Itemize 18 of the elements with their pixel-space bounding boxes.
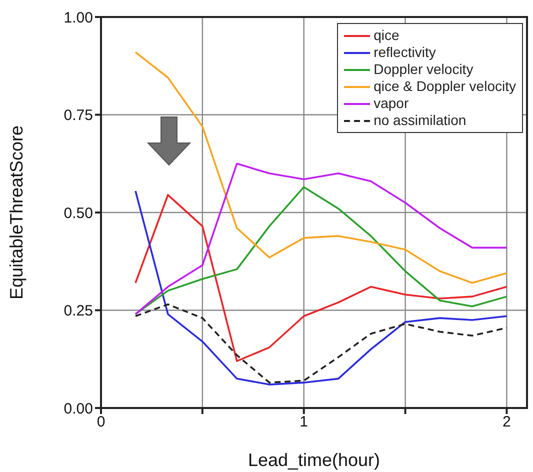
y-tick-label: 0.00 bbox=[64, 400, 93, 418]
x-tick-label: 2 bbox=[502, 414, 511, 431]
y-tick-label: 0.75 bbox=[64, 107, 93, 124]
legend-label: qice & Doppler velocity bbox=[374, 78, 516, 95]
legend-label: no assimilation bbox=[374, 112, 466, 129]
y-axis-title: EquitableThreatScore bbox=[6, 125, 26, 300]
legend-label: Doppler velocity bbox=[374, 61, 474, 78]
x-axis-title: Lead_time(hour) bbox=[248, 450, 380, 470]
y-tick-label: 0.25 bbox=[64, 302, 93, 320]
x-tick-label: 0 bbox=[96, 414, 106, 431]
x-tick-label: 1 bbox=[300, 414, 308, 431]
line-series bbox=[134, 303, 508, 384]
y-tick-label: 1.00 bbox=[64, 9, 93, 26]
y-tick-label: 0.50 bbox=[64, 204, 93, 222]
legend-label: reflectivity bbox=[374, 44, 436, 61]
line-series bbox=[134, 162, 508, 316]
legend-label: qice bbox=[374, 27, 400, 44]
legend-label: vapor bbox=[374, 95, 409, 112]
